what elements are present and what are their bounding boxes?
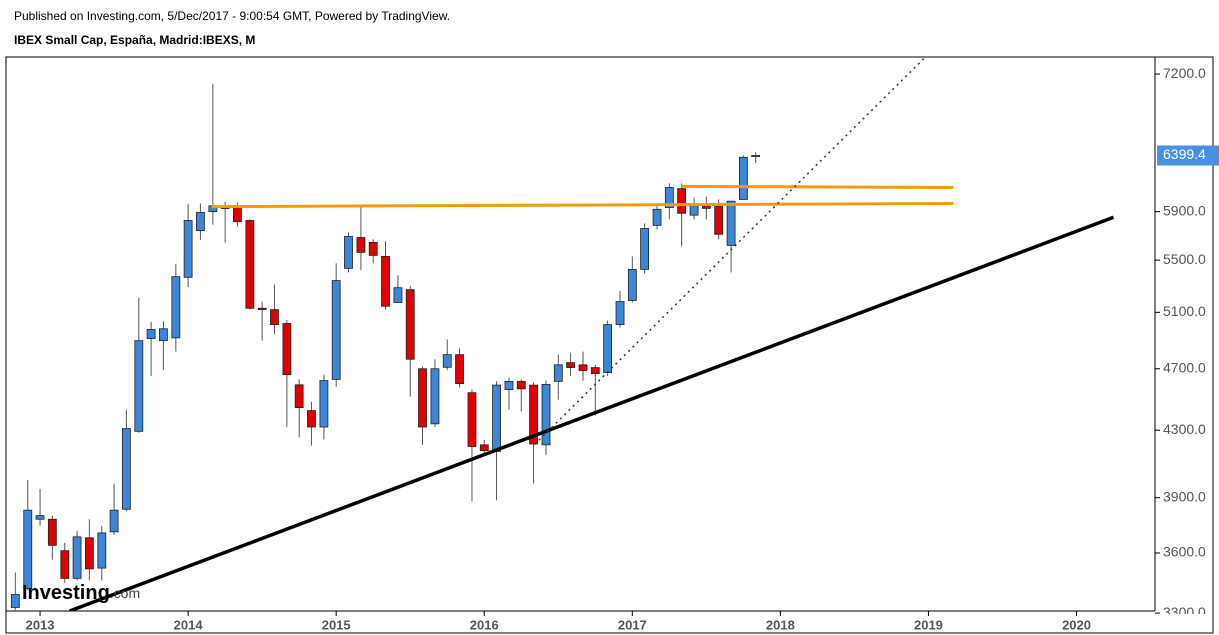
y-axis-labels: 3300.0 3600.0 3900.0 4300.0 4700.0 5100.0 5500… (1155, 65, 1219, 620)
candle-body (35, 515, 45, 520)
logo: Investing.com (22, 582, 140, 604)
candle-body (479, 444, 489, 451)
candle-body (319, 380, 329, 428)
candle-body (405, 289, 415, 360)
candle-body (615, 301, 625, 326)
x-tick-label: 2014 (174, 617, 204, 632)
candle-body (627, 268, 637, 301)
x-tick-label: 2015 (322, 617, 351, 632)
candle-body (109, 509, 119, 533)
x-tick-label: 2018 (766, 617, 795, 632)
candle-body (714, 205, 724, 235)
trend-line (681, 184, 954, 189)
candle-body (701, 205, 711, 209)
candle-body (492, 384, 501, 452)
candle-body (553, 364, 563, 382)
trend-line (69, 215, 1115, 611)
logo-name: Investing (22, 582, 110, 604)
x-tick-label: 2017 (618, 617, 647, 632)
y-tick-label: 4700.0 (1163, 359, 1206, 375)
candle-body (134, 340, 144, 432)
frame (5, 56, 1214, 634)
candle-body (196, 211, 205, 232)
candle-body (183, 220, 193, 278)
candle-body (442, 354, 452, 368)
candle-body (664, 187, 674, 208)
candle-body (233, 207, 242, 223)
x-tick-label: 2020 (1062, 617, 1091, 632)
candle-body (590, 367, 600, 375)
candle-body (121, 428, 131, 510)
candle-body (47, 518, 57, 546)
published-note: Published on Investing.com, 5/Dec/2017 -… (14, 9, 450, 23)
candle-body (257, 307, 267, 311)
y-tick-label: 5100.0 (1163, 303, 1206, 319)
last-price-label: 6399.4 (1163, 146, 1206, 162)
candle-body (529, 384, 538, 445)
symbol-title: IBEX Small Cap, España, Madrid:IBEXS, M (14, 33, 255, 47)
candle-body (23, 509, 33, 589)
candle-body (726, 200, 736, 246)
y-tick-label: 3900.0 (1163, 488, 1206, 504)
candle-body (245, 220, 255, 309)
x-tick-label: 2019 (914, 617, 943, 632)
candle-body (331, 280, 341, 380)
candle-body (430, 368, 440, 425)
candle-body (356, 237, 366, 253)
candle-body (677, 188, 687, 214)
candle-body (10, 594, 20, 608)
candle-body (344, 236, 353, 269)
x-tick-label: 2016 (470, 617, 499, 632)
candle-body (516, 380, 526, 390)
candle-body (146, 329, 156, 339)
candle-body (171, 276, 181, 339)
candle-body (307, 410, 316, 428)
candle-body (368, 242, 378, 256)
candle-body (60, 550, 70, 579)
y-tick-label: 3600.0 (1163, 544, 1206, 560)
candle-body (603, 324, 612, 373)
candle-body (504, 380, 514, 391)
x-axis-labels: 2013 2014 2015 2016 2017 2018 2019 2020 (26, 611, 1091, 632)
plot-area (10, 57, 1115, 611)
candle-body (455, 354, 464, 385)
candle-body (738, 156, 748, 200)
candle-body (294, 384, 304, 409)
trend-line (534, 57, 927, 446)
y-tick-label: 5500.0 (1163, 251, 1206, 267)
y-tick-label: 3300.0 (1163, 604, 1206, 620)
candle-body (751, 155, 761, 157)
candle-body (97, 532, 107, 569)
candle-body (652, 208, 662, 226)
candle-body (282, 323, 292, 376)
candle-body (381, 255, 390, 307)
y-tick-label: 7200.0 (1163, 65, 1206, 81)
x-tick-label: 2013 (26, 617, 55, 632)
candle-body (72, 536, 82, 579)
candle-body (84, 537, 94, 570)
last-price-box (1157, 145, 1219, 166)
logo-suffix: .com (110, 585, 140, 601)
candle-body (393, 287, 403, 303)
candle-body (541, 383, 551, 446)
y-tick-label: 5900.0 (1163, 202, 1206, 218)
candle-body (689, 205, 699, 216)
candle-body (158, 328, 168, 342)
candle-body (467, 392, 477, 447)
y-tick-label: 4300.0 (1163, 421, 1206, 437)
trend-line (211, 201, 954, 209)
candle-body (566, 362, 575, 368)
candle-body (270, 309, 279, 326)
candle-body (578, 364, 588, 371)
candle-body (418, 368, 427, 428)
candle-body (640, 228, 650, 270)
